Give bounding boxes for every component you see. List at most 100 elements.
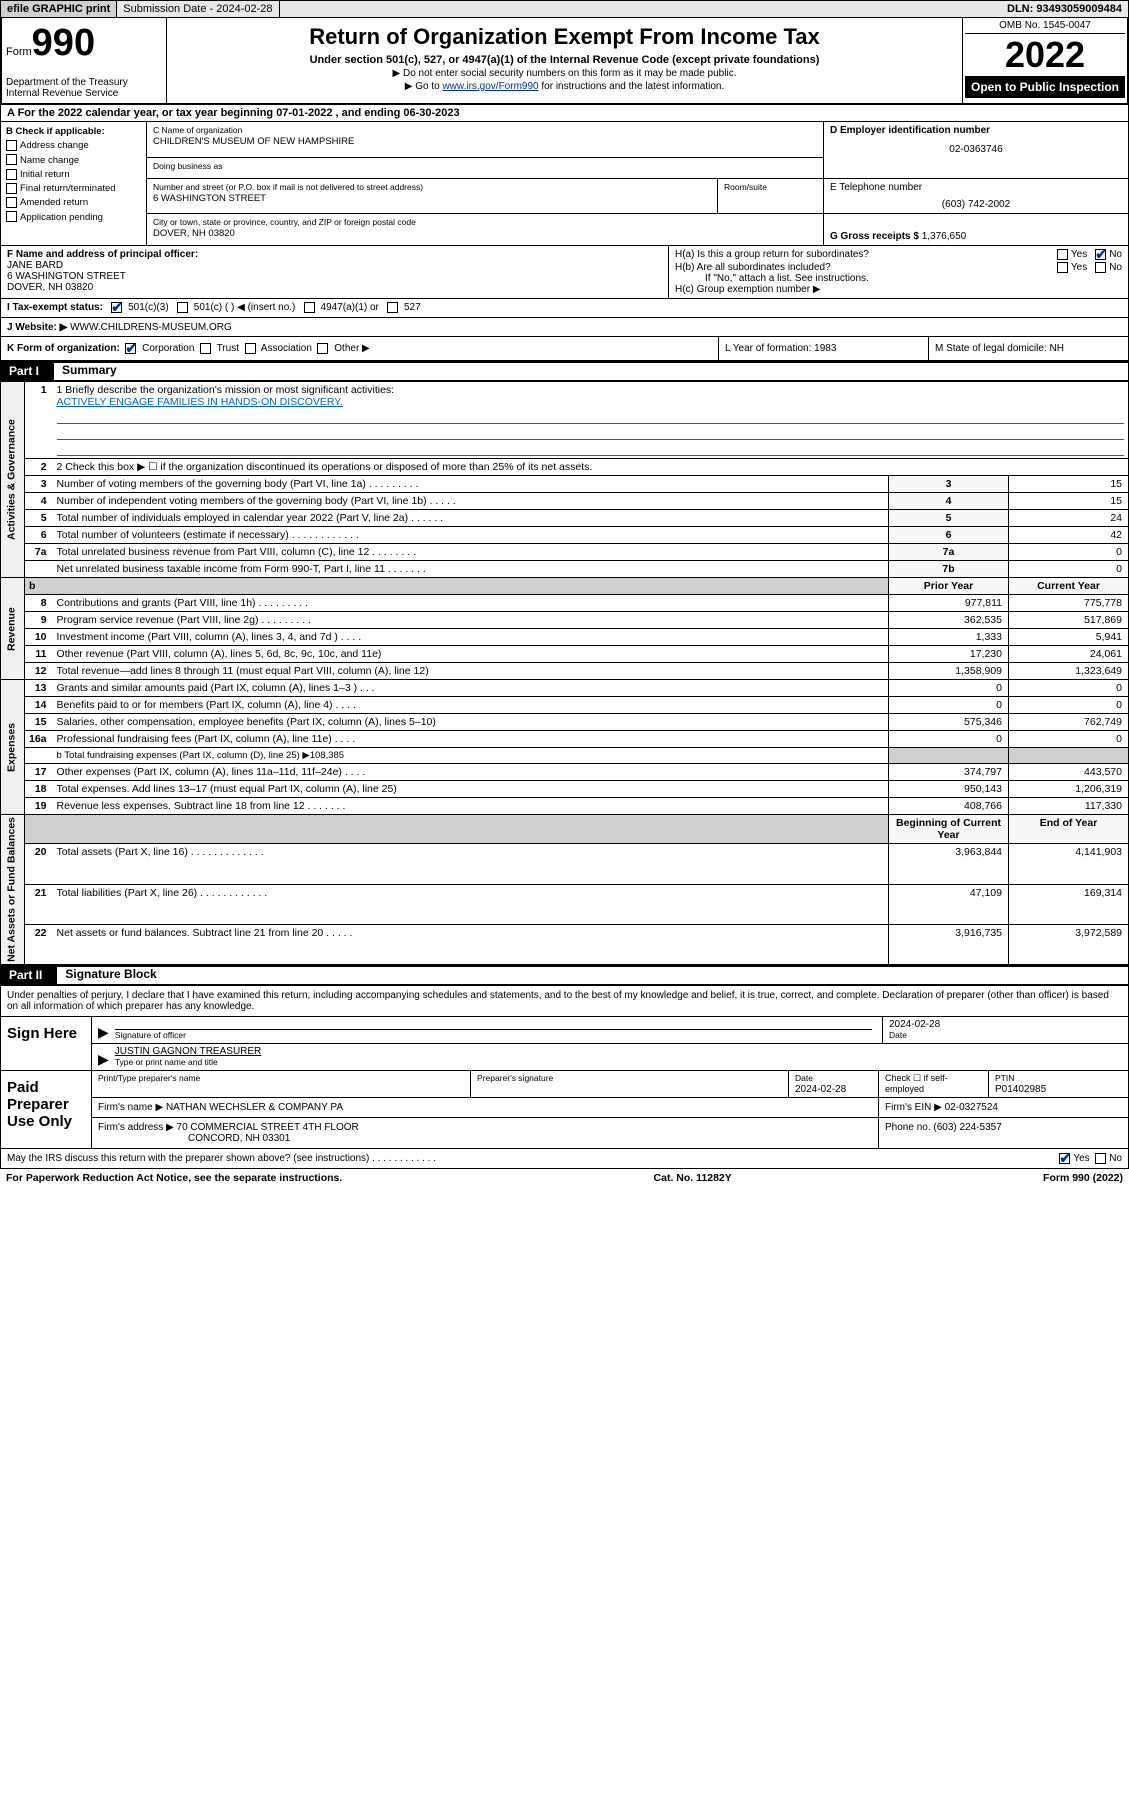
checkbox-name-change[interactable] — [6, 154, 17, 165]
dept-treasury: Department of the TreasuryInternal Reven… — [6, 77, 162, 99]
sec-d-label: D Employer identification number — [830, 125, 990, 136]
instr-post: for instructions and the latest informat… — [539, 81, 725, 92]
opt-init: Initial return — [20, 169, 70, 180]
checkbox-amended[interactable] — [6, 197, 17, 208]
cat-no: Cat. No. 11282Y — [654, 1172, 732, 1184]
prep-date-label: Date — [795, 1073, 813, 1083]
sig-officer-label: Signature of officer — [115, 1030, 186, 1040]
efile-print-button[interactable]: efile GRAPHIC print — [1, 1, 117, 17]
check-self-emp: Check ☐ if self-employed — [878, 1071, 988, 1097]
part1-title: Summary — [54, 362, 1128, 380]
form-header: Form990 Department of the TreasuryIntern… — [0, 18, 1129, 105]
year-formation: L Year of formation: 1983 — [718, 337, 928, 360]
open-public-badge: Open to Public Inspection — [965, 76, 1125, 98]
hb-no[interactable] — [1095, 262, 1106, 273]
sec-e-label: E Telephone number — [830, 182, 922, 193]
chk-corp[interactable] — [125, 343, 136, 354]
arrow-icon: ▶ — [98, 1024, 109, 1041]
officer-name-title: JUSTIN GAGNON TREASURER — [115, 1046, 262, 1057]
form-subtitle: Under section 501(c), 527, or 4947(a)(1)… — [173, 54, 956, 66]
ha-no[interactable] — [1095, 249, 1106, 260]
prep-date: 2024-02-28 — [795, 1084, 846, 1095]
officer-addr1: 6 WASHINGTON STREET — [7, 271, 126, 282]
omb-number: OMB No. 1545-0047 — [965, 20, 1125, 34]
discuss-text: May the IRS discuss this return with the… — [7, 1153, 1059, 1164]
hb-yes-label: Yes — [1071, 262, 1087, 273]
firm-name: NATHAN WECHSLER & COMPANY PA — [166, 1102, 343, 1113]
opt-527: 527 — [404, 302, 421, 313]
firm-ein-label: Firm's EIN ▶ — [885, 1102, 942, 1113]
opt-4947: 4947(a)(1) or — [321, 302, 379, 313]
chk-501c3[interactable] — [111, 302, 122, 313]
opt-501c: 501(c) ( ) ◀ (insert no.) — [194, 302, 296, 313]
chk-trust[interactable] — [200, 343, 211, 354]
ha-yes-label: Yes — [1071, 249, 1087, 260]
sign-here-label: Sign Here — [1, 1017, 91, 1070]
discuss-yes-label: Yes — [1073, 1153, 1089, 1164]
website-value: WWW.CHILDRENS-MUSEUM.ORG — [70, 322, 232, 333]
row-a-tax-year: A For the 2022 calendar year, or tax yea… — [0, 105, 1129, 122]
opt-trust: Trust — [217, 343, 239, 354]
sec-g-label: G Gross receipts $ — [830, 231, 919, 242]
sec-b-label: B Check if applicable: — [6, 126, 105, 137]
submission-date: Submission Date - 2024-02-28 — [117, 1, 279, 17]
form-title: Return of Organization Exempt From Incom… — [173, 24, 956, 50]
checkbox-pending[interactable] — [6, 211, 17, 222]
checkbox-initial-return[interactable] — [6, 169, 17, 180]
sec-k-label: K Form of organization: — [7, 343, 120, 354]
paid-prep-label: Paid Preparer Use Only — [1, 1071, 91, 1148]
org-name: CHILDREN'S MUSEUM OF NEW HAMPSHIRE — [153, 136, 354, 147]
ein-value: 02-0363746 — [830, 144, 1122, 155]
opt-corp: Corporation — [142, 343, 194, 354]
chk-4947[interactable] — [304, 302, 315, 313]
checkbox-address-change[interactable] — [6, 140, 17, 151]
sec-j-label: J Website: ▶ — [7, 322, 67, 333]
dln: DLN: 93493059009484 — [1001, 1, 1128, 17]
hb-no-label: No — [1109, 262, 1122, 273]
hb-label: H(b) Are all subordinates included? — [675, 262, 1057, 273]
discuss-no[interactable] — [1095, 1153, 1106, 1164]
firm-name-label: Firm's name ▶ — [98, 1102, 163, 1113]
instr-ssn: ▶ Do not enter social security numbers o… — [173, 68, 956, 79]
chk-527[interactable] — [387, 302, 398, 313]
ha-yes[interactable] — [1057, 249, 1068, 260]
opt-501c3: 501(c)(3) — [128, 302, 169, 313]
dba-label: Doing business as — [153, 161, 222, 171]
hb-yes[interactable] — [1057, 262, 1068, 273]
phone-value: (603) 742-2002 — [830, 199, 1122, 210]
street-address: 6 WASHINGTON STREET — [153, 193, 266, 204]
gross-receipts: 1,376,650 — [922, 231, 967, 242]
part2-title: Signature Block — [57, 966, 1128, 984]
hc-label: H(c) Group exemption number ▶ — [675, 284, 1122, 295]
signature-block: Under penalties of perjury, I declare th… — [0, 985, 1129, 1169]
ptin-value: P01402985 — [995, 1084, 1046, 1095]
discuss-no-label: No — [1109, 1153, 1122, 1164]
sig-date: 2024-02-28 — [889, 1019, 940, 1030]
opt-amend: Amended return — [20, 197, 88, 208]
officer-name: JANE BARD — [7, 260, 63, 271]
form-number: 990 — [32, 22, 95, 64]
irs-link[interactable]: www.irs.gov/Form990 — [442, 81, 538, 92]
checkbox-final-return[interactable] — [6, 183, 17, 194]
top-bar: efile GRAPHIC print Submission Date - 20… — [0, 0, 1129, 18]
firm-phone: (603) 224-5357 — [933, 1122, 1001, 1133]
sec-f-label: F Name and address of principal officer: — [7, 249, 198, 260]
chk-501c[interactable] — [177, 302, 188, 313]
perjury-text: Under penalties of perjury, I declare th… — [1, 986, 1128, 1016]
state-domicile: M State of legal domicile: NH — [928, 337, 1128, 360]
discuss-yes[interactable] — [1059, 1153, 1070, 1164]
part1-label: Part I — [9, 364, 54, 378]
section-k-l-m: K Form of organization: Corporation Trus… — [0, 337, 1129, 361]
phone-label: Phone no. — [885, 1122, 931, 1133]
prep-name-label: Print/Type preparer's name — [98, 1073, 200, 1083]
instr-link: ▶ Go to www.irs.gov/Form990 for instruct… — [173, 81, 956, 92]
chk-assoc[interactable] — [245, 343, 256, 354]
firm-addr-label: Firm's address ▶ — [98, 1122, 174, 1133]
opt-final: Final return/terminated — [20, 183, 116, 194]
form-label: Form — [6, 46, 32, 58]
section-i-j: I Tax-exempt status: 501(c)(3) 501(c) ( … — [0, 299, 1129, 337]
firm-addr: 70 COMMERCIAL STREET 4TH FLOOR — [177, 1122, 359, 1133]
ha-label: H(a) Is this a group return for subordin… — [675, 249, 1057, 260]
chk-other[interactable] — [317, 343, 328, 354]
instr-pre: ▶ Go to — [405, 81, 443, 92]
